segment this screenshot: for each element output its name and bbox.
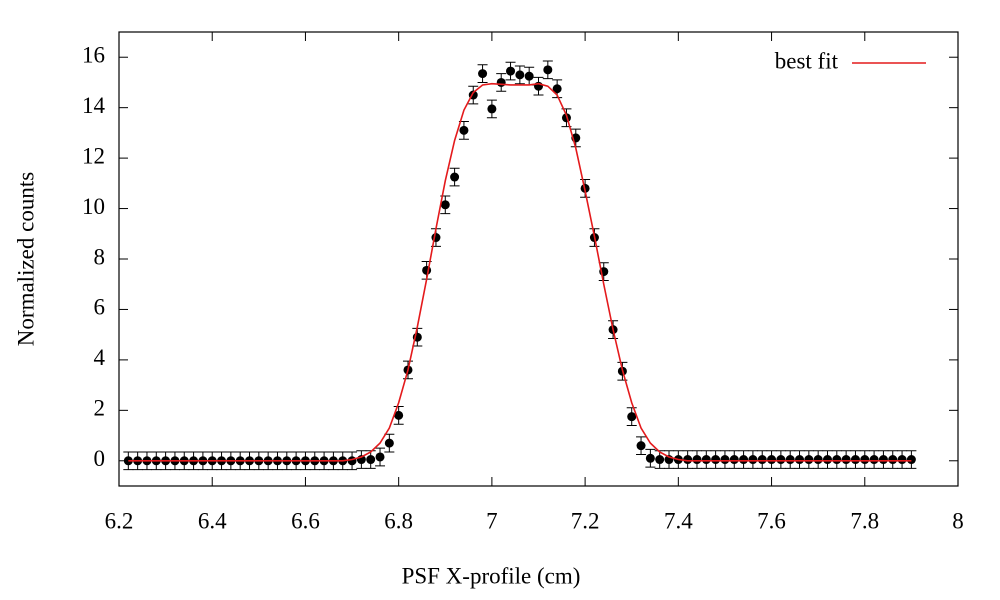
y-tick-label: 8: [94, 244, 106, 269]
data-point: [655, 455, 665, 465]
data-point: [767, 455, 777, 465]
data-point: [906, 455, 916, 465]
y-tick-label: 16: [82, 43, 105, 68]
data-point: [636, 441, 646, 451]
y-tick-label: 6: [94, 295, 106, 320]
x-tick-label: 6.8: [384, 508, 413, 533]
x-axis-label: PSF X-profile (cm): [402, 563, 581, 588]
data-point: [701, 455, 711, 465]
x-tick-label: 6.6: [291, 508, 320, 533]
data-point: [813, 455, 823, 465]
x-tick-label: 8: [952, 508, 964, 533]
data-point: [459, 125, 469, 135]
data-point: [711, 455, 721, 465]
x-tick-label: 7.6: [757, 508, 786, 533]
data-point: [506, 66, 516, 76]
data-point: [739, 455, 749, 465]
data-point: [748, 455, 758, 465]
y-tick-label: 12: [82, 143, 105, 168]
y-tick-label: 0: [94, 446, 106, 471]
data-point: [440, 200, 450, 210]
data-point: [524, 71, 534, 81]
data-point: [347, 456, 357, 466]
data-point: [366, 455, 376, 465]
x-tick-label: 7.4: [664, 508, 693, 533]
data-point: [720, 455, 730, 465]
data-point: [543, 65, 553, 75]
data-point: [776, 455, 786, 465]
data-point: [431, 233, 441, 243]
data-point: [645, 453, 655, 463]
data-point: [757, 455, 767, 465]
data-point: [496, 77, 506, 87]
data-point: [888, 455, 898, 465]
data-point: [860, 455, 870, 465]
data-point: [515, 70, 525, 80]
fit-line: [128, 82, 912, 462]
y-tick-label: 4: [94, 345, 106, 370]
x-tick-label: 7.2: [571, 508, 600, 533]
y-tick-label: 14: [82, 93, 106, 118]
data-point: [450, 172, 460, 182]
data-point: [795, 455, 805, 465]
data-point: [692, 455, 702, 465]
x-tick-label: 7.8: [850, 508, 879, 533]
data-point: [384, 438, 394, 448]
data-point: [878, 455, 888, 465]
data-point: [841, 455, 851, 465]
data-point: [832, 455, 842, 465]
x-tick-label: 6.2: [105, 508, 134, 533]
data-point: [785, 455, 795, 465]
data-point: [478, 69, 488, 79]
data-point: [729, 455, 739, 465]
y-tick-label: 10: [82, 194, 105, 219]
y-axis-label: Normalized counts: [13, 172, 38, 346]
data-point: [822, 455, 832, 465]
data-point: [897, 455, 907, 465]
data-point: [804, 455, 814, 465]
data-point: [375, 452, 385, 462]
data-point: [422, 265, 432, 275]
plot-frame: [118, 31, 959, 487]
data-point: [683, 455, 693, 465]
x-tick-label: 6.4: [198, 508, 227, 533]
x-tick-label: 7: [486, 508, 498, 533]
data-point: [552, 84, 562, 94]
data-point: [394, 410, 404, 420]
data-point: [850, 455, 860, 465]
legend-label: best fit: [775, 48, 839, 73]
data-point: [869, 455, 879, 465]
data-point: [487, 104, 497, 114]
y-tick-label: 2: [94, 396, 106, 421]
data-point: [627, 412, 637, 422]
